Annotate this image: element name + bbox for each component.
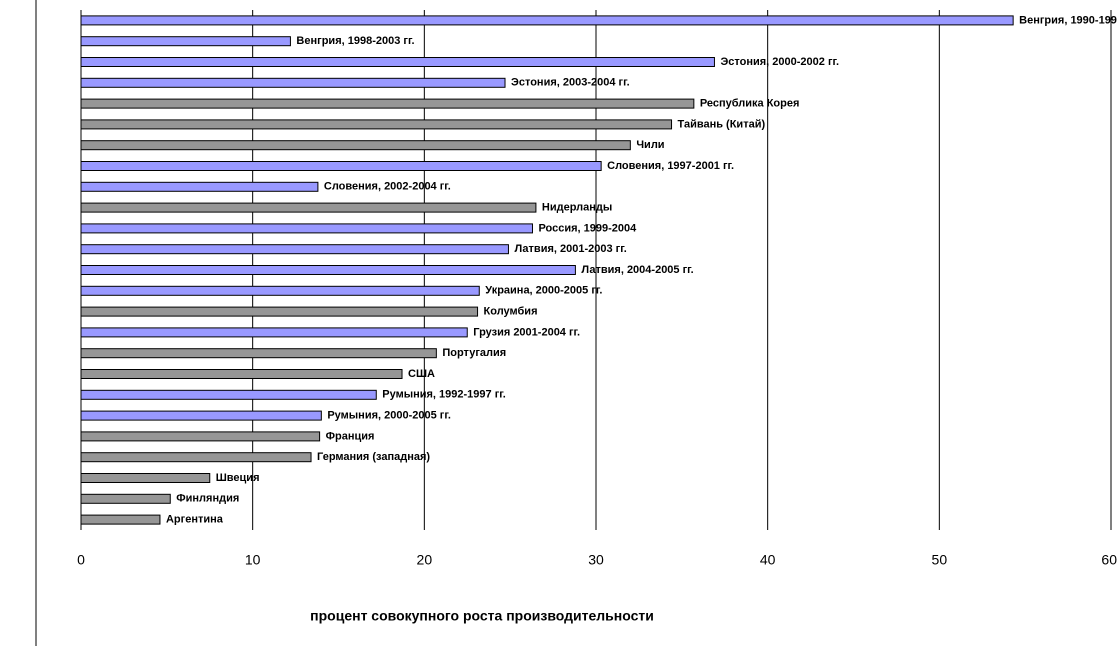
bar-label: Португалия (442, 347, 506, 359)
x-tick-label: 50 (932, 552, 948, 568)
bar-label: Тайвань (Китай) (678, 118, 766, 130)
bar (80, 140, 631, 151)
bar (80, 389, 377, 400)
bar-label: Нидерланды (542, 202, 612, 214)
bar (80, 223, 533, 234)
bar-label: Республика Корея (700, 98, 800, 110)
bar (80, 202, 537, 213)
bar (80, 306, 479, 317)
bar (80, 410, 322, 421)
bar (80, 265, 576, 275)
bar-label: Словения, 1997-2001 гг. (607, 160, 734, 172)
bar (80, 452, 312, 463)
bar-label: Венгрия, 1998-2003 гг. (296, 35, 414, 47)
bar (80, 98, 695, 109)
bar (80, 36, 291, 47)
bar (80, 514, 161, 525)
x-tick-label: 30 (588, 552, 604, 568)
bar (80, 119, 673, 130)
x-tick-label: 10 (245, 552, 261, 568)
bar (80, 327, 468, 338)
bar-label: США (408, 368, 435, 380)
x-tick-label: 0 (77, 552, 85, 568)
bar-label: Чили (636, 139, 664, 151)
x-tick-label: 20 (417, 552, 433, 568)
bar-label: Словения, 2002-2004 гг. (324, 181, 451, 193)
bar-label: Латвия, 2001-2003 гг. (514, 243, 626, 255)
bar (80, 161, 602, 171)
bar (80, 473, 211, 483)
bar-label: Латвия, 2004-2005 гг. (581, 264, 693, 276)
bar (80, 369, 403, 379)
x-tick-label: 40 (760, 552, 776, 568)
bar-label: Румыния, 1992-1997 гг. (382, 389, 506, 401)
bar-label: Грузия 2001-2004 гг. (473, 326, 580, 338)
bar-label: Украина, 2000-2005 гг. (485, 285, 602, 297)
bar-label: Швеция (216, 472, 260, 484)
bar-label: Франция (326, 430, 375, 442)
bar-label: Эстония, 2003-2004 гг. (511, 77, 630, 89)
x-tick-label: 60 (1101, 552, 1117, 568)
bar (80, 15, 1014, 26)
bar-label: Венгрия, 1990-1995 гг. (1019, 14, 1117, 26)
x-axis-title: процент совокупного роста производительн… (310, 608, 654, 624)
bar (80, 285, 480, 296)
bar (80, 181, 319, 192)
bar (80, 431, 321, 442)
bar-label: Россия, 1999-2004 (538, 222, 637, 234)
bar-label: Финляндия (176, 493, 239, 505)
bar (80, 244, 509, 255)
bar-label: Колумбия (484, 306, 538, 318)
bar-label: Эстония, 2000-2002 гг. (720, 56, 839, 68)
bar (80, 77, 506, 88)
bar-label: Германия (западная) (317, 451, 430, 463)
bar (80, 348, 437, 359)
bar (80, 493, 171, 504)
bar-label: Аргентина (166, 514, 224, 526)
bar (80, 57, 715, 67)
bar-label: Румыния, 2000-2005 гг. (327, 410, 451, 422)
